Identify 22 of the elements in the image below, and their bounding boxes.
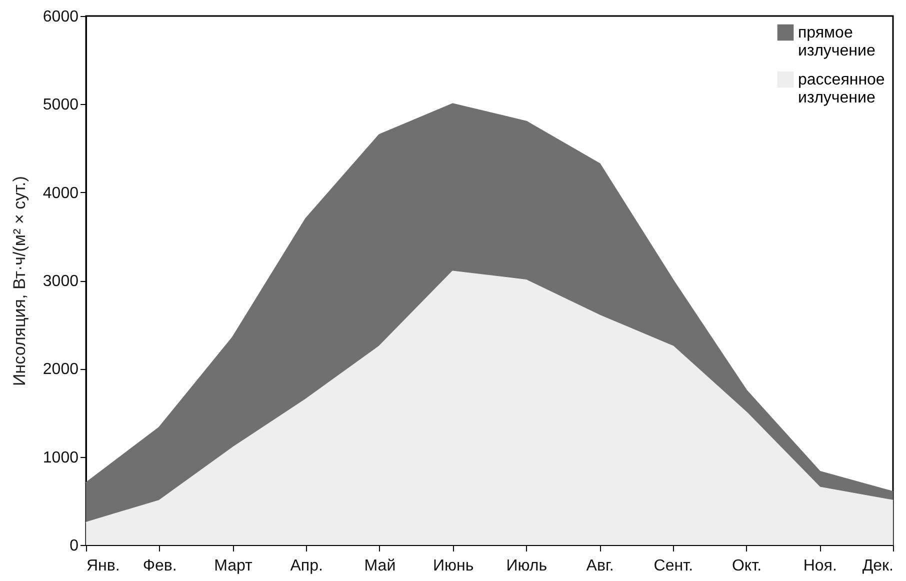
x-tick-label: Май (364, 558, 396, 574)
y-tick-label: 1000 (42, 449, 79, 466)
y-tick-label: 0 (70, 538, 79, 554)
x-tick-label: Янв. (86, 558, 120, 574)
x-tick-label: Апр. (290, 558, 323, 574)
x-tick-label: Окт. (732, 558, 762, 574)
x-tick-label: Фев. (142, 558, 177, 574)
y-tick-label: 2000 (42, 361, 79, 378)
y-tick-label: 5000 (42, 96, 79, 114)
legend-label: рассеянное излучение (798, 72, 885, 106)
x-tick-label: Дек. (862, 558, 894, 574)
x-tick-label: Сент. (654, 558, 694, 574)
x-tick-label: Июль (506, 558, 548, 574)
y-tick-label: 6000 (42, 8, 79, 26)
x-tick-label: Авг. (586, 558, 614, 574)
x-tick-label: Март (214, 558, 254, 574)
y-axis-title: Инсоляция, Вт·ч/(м² × сут.) (10, 176, 29, 386)
y-tick-label: 4000 (42, 184, 79, 202)
x-tick-label: Ноя. (803, 558, 837, 574)
y-tick-label: 3000 (42, 273, 79, 290)
legend-label: прямое излучение (798, 24, 876, 60)
x-tick-label: Июнь (432, 558, 474, 574)
